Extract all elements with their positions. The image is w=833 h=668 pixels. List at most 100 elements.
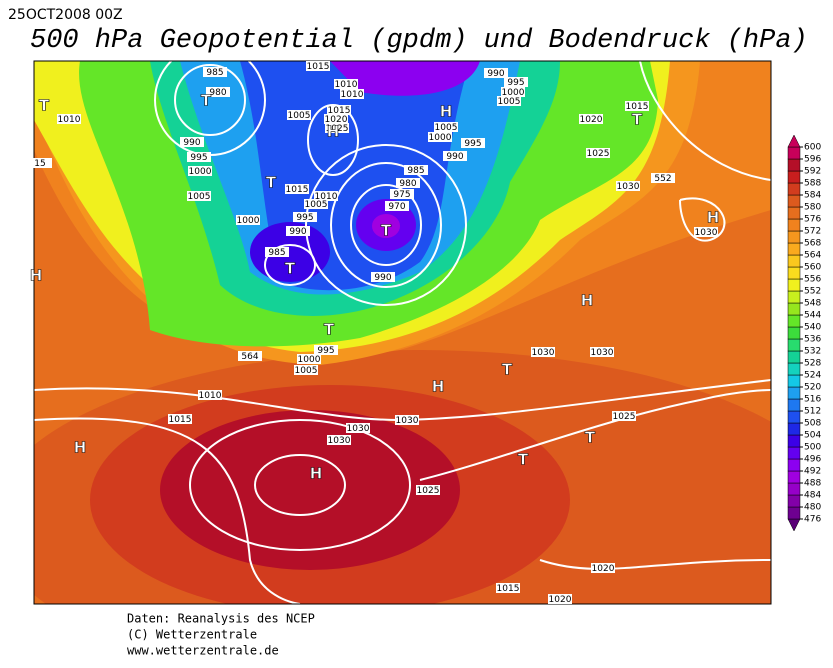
colorbar-label: 488 [804,479,821,489]
isobar-label: 15 [34,159,45,169]
isobar-label-bg [504,77,528,87]
isobar-label-bg [297,354,321,364]
pressure-center: T [381,222,392,240]
pressure-center: T [201,92,212,110]
pressure-center: H [432,378,445,396]
isobar-label-bg [203,67,227,77]
isobar-label: 1015 [286,185,309,195]
isobar-label: 995 [464,139,481,149]
colorbar-swatch [787,206,801,220]
isobar-label-bg [314,191,338,201]
colorbar-swatch [787,314,801,328]
isobar-label-bg [651,173,675,183]
colorbar-swatch [787,434,801,448]
pressure-center: T [285,260,296,278]
isobar-label: 1000 [298,355,321,365]
isobar-label: 970 [388,202,405,212]
colorbar-label: 508 [804,419,821,429]
isobar-label: 1015 [307,62,330,72]
isobar-label-bg [286,226,310,236]
isobar-label-bg [428,132,452,142]
pressure-center: H [30,267,43,285]
isobar-label: 1030 [617,182,640,192]
isobar-label: 1000 [189,167,212,177]
isobar-label-bg [294,365,318,375]
isobar-label: 1020 [549,595,572,605]
isobar-label: 1005 [188,192,211,202]
colorbar-label: 504 [804,431,821,441]
pressure-center: T [39,97,50,115]
isobar-label-bg [187,152,211,162]
colorbar-swatch [787,158,801,172]
colorbar-label: 528 [804,359,821,369]
colorbar-label: 480 [804,503,821,513]
colorbar-label: 584 [804,191,821,201]
isobar-label-bg [616,181,640,191]
isobar-label-bg [497,96,521,106]
isobar-label: 1005 [295,366,318,376]
colorbar-label: 600 [804,143,821,153]
colorbar-label: 476 [804,515,821,525]
isobars [34,61,771,604]
colorbar-label: 512 [804,407,821,417]
isobar-label-bg [57,114,81,124]
colorbar-label: 556 [804,275,821,285]
pressure-center: H [707,209,720,227]
isobar-label: 552 [654,174,671,184]
isobar-label-bg [461,138,485,148]
colorbar-swatch [787,374,801,388]
isobar-label-bg [28,158,52,168]
colorbar-swatch [787,326,801,340]
isobar-label-bg [501,87,525,97]
map-field [34,61,771,604]
isobar-label: 990 [446,152,463,162]
isobar-label-bg [198,390,222,400]
isobar-label-bg [306,61,330,71]
isobar-label: 1015 [626,102,649,112]
isobar-label-bg [334,79,358,89]
pressure-center: H [440,103,453,121]
colorbar-swatch [787,230,801,244]
isobar-label-bg [579,114,603,124]
field-zone [160,410,460,570]
isobar-label-bg [590,347,614,357]
isobar-label: 980 [399,179,416,189]
pressure-center: H [74,439,87,457]
isobar-label: 1015 [169,415,192,425]
isobar-label-bg [325,123,349,133]
colorbar-label: 520 [804,383,821,393]
isobar-label-bg [340,89,364,99]
footer-line: (C) Wetterzentrale [127,628,257,642]
colorbar-swatch [787,470,801,484]
isobar-label-bg [390,189,414,199]
isobar-label: 1030 [591,348,614,358]
overlay: 9859809909951000100510101510151010101010… [28,61,821,605]
field-zone [372,214,400,238]
isobar-label-bg [238,351,262,361]
isobar-label-bg [625,101,649,111]
title: 500 hPa Geopotential (gpdm) und Bodendru… [30,26,808,56]
isobar-label: 1020 [580,115,603,125]
isobar-label: 1000 [237,216,260,226]
isobar-label-bg [327,435,351,445]
colorbar-swatch [787,494,801,508]
colorbar-label: 536 [804,335,821,345]
colorbar-label: 548 [804,299,821,309]
colorbar-label: 484 [804,491,821,501]
colorbar-label: 492 [804,467,821,477]
isobar-label: 1030 [347,424,370,434]
isobar-label-bg [484,68,508,78]
isobar-label: 1015 [497,584,520,594]
isobar-label: 1005 [435,123,458,133]
colorbar-label: 540 [804,323,821,333]
colorbar-label: 576 [804,215,821,225]
isobar-label-bg [404,165,428,175]
isobar-label: 1015 [328,106,351,116]
isobar-label: 1005 [305,200,328,210]
isobar-label-bg [385,201,409,211]
colorbar-swatch [787,422,801,436]
isobar-label-bg [443,151,467,161]
isobar-label: 995 [507,78,524,88]
isobar-label-bg [324,114,348,124]
